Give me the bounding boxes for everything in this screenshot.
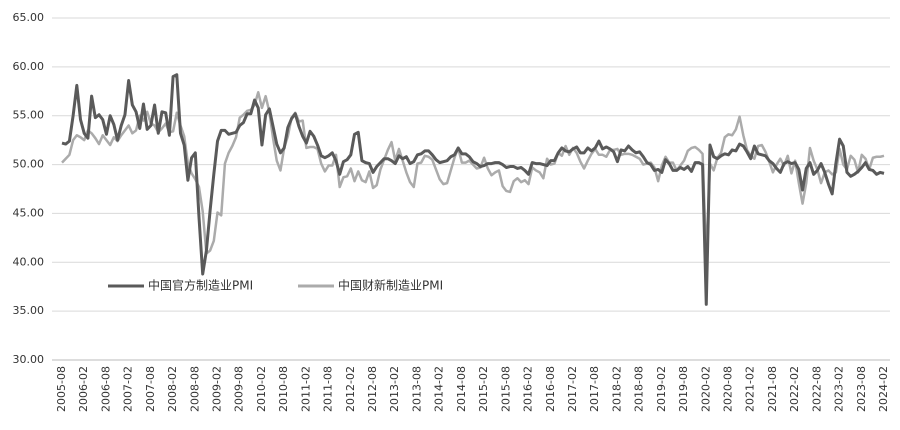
x-tick-label: 2016-08 bbox=[544, 366, 557, 412]
x-tick-label: 2019-08 bbox=[677, 366, 690, 412]
x-tick-label: 2011-02 bbox=[299, 366, 312, 412]
x-tick-label: 2006-02 bbox=[77, 366, 90, 412]
x-tick-label: 2021-08 bbox=[766, 366, 779, 412]
series-line bbox=[61, 73, 885, 306]
x-tick-label: 2005-08 bbox=[55, 366, 68, 412]
series-line bbox=[61, 91, 885, 261]
x-tick-label: 2015-02 bbox=[477, 366, 490, 412]
x-tick-label: 2018-08 bbox=[633, 366, 646, 412]
y-tick-label: 65.00 bbox=[13, 11, 45, 24]
x-tick-label: 2007-08 bbox=[144, 366, 157, 412]
x-tick-label: 2014-08 bbox=[455, 366, 468, 412]
x-tick-label: 2009-08 bbox=[233, 366, 246, 412]
y-tick-label: 50.00 bbox=[13, 158, 45, 171]
x-tick-label: 2020-08 bbox=[721, 366, 734, 412]
x-tick-label: 2007-02 bbox=[122, 366, 135, 412]
y-tick-label: 60.00 bbox=[13, 60, 45, 73]
x-tick-label: 2017-08 bbox=[588, 366, 601, 412]
x-tick-label: 2023-08 bbox=[855, 366, 868, 412]
legend-label: 中国官方制造业PMI bbox=[148, 278, 253, 293]
x-tick-label: 2017-02 bbox=[566, 366, 579, 412]
x-tick-label: 2006-08 bbox=[99, 366, 112, 412]
x-tick-label: 2010-02 bbox=[255, 366, 268, 412]
x-tick-label: 2016-02 bbox=[522, 366, 535, 412]
x-tick-label: 2009-02 bbox=[211, 366, 224, 412]
y-tick-label: 30.00 bbox=[13, 353, 45, 366]
x-tick-label: 2012-08 bbox=[366, 366, 379, 412]
x-tick-label: 2013-02 bbox=[388, 366, 401, 412]
legend-label: 中国财新制造业PMI bbox=[338, 278, 443, 293]
x-tick-label: 2011-08 bbox=[322, 366, 335, 412]
x-tick-label: 2010-08 bbox=[277, 366, 290, 412]
x-tick-label: 2008-08 bbox=[188, 366, 201, 412]
x-tick-label: 2014-02 bbox=[433, 366, 446, 412]
x-tick-label: 2021-02 bbox=[744, 366, 757, 412]
x-tick-label: 2022-08 bbox=[810, 366, 823, 412]
y-tick-label: 35.00 bbox=[13, 304, 45, 317]
x-tick-label: 2019-02 bbox=[655, 366, 668, 412]
x-tick-label: 2023-02 bbox=[833, 366, 846, 412]
x-tick-label: 2008-02 bbox=[166, 366, 179, 412]
y-tick-label: 40.00 bbox=[13, 255, 45, 268]
x-tick-label: 2013-08 bbox=[410, 366, 423, 412]
x-tick-label: 2012-02 bbox=[344, 366, 357, 412]
y-tick-label: 55.00 bbox=[13, 109, 45, 122]
x-tick-label: 2020-02 bbox=[699, 366, 712, 412]
x-tick-label: 2022-02 bbox=[788, 366, 801, 412]
x-tick-label: 2024-02 bbox=[877, 366, 890, 412]
y-tick-label: 45.00 bbox=[13, 206, 45, 219]
x-tick-label: 2018-02 bbox=[610, 366, 623, 412]
x-tick-label: 2015-08 bbox=[499, 366, 512, 412]
